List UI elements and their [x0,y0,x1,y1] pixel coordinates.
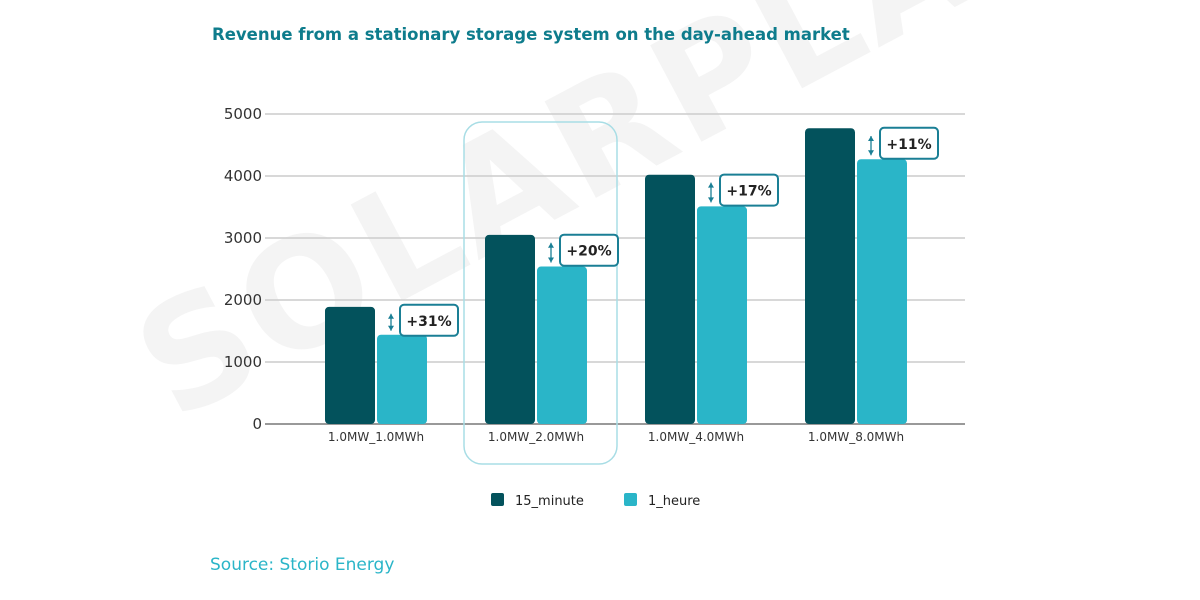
bar-15_minute [485,234,535,424]
y-tick-label: 5000 [224,105,262,123]
annotation-box [719,173,779,207]
legend-swatch [491,493,504,506]
x-tick-label: 1.0MW_8.0MWh [808,430,904,444]
legend-label: 15_minute [515,494,584,509]
annotation-label: +11% [886,137,931,153]
bar-1_heure [537,266,587,424]
arrow-heads [868,136,874,156]
annotation-label: +20% [566,244,611,260]
legend-swatch [624,493,637,506]
annotation-box [879,126,939,160]
x-tick-label: 1.0MW_1.0MWh [328,430,424,444]
y-tick-label: 2000 [224,291,262,309]
highlight-box [463,121,618,465]
chart-title: Revenue from a stationary storage system… [212,25,850,44]
bar-1_heure [377,334,427,424]
arrow-heads [708,182,714,203]
bar-15_minute [645,174,695,424]
y-tick-label: 1000 [224,353,262,371]
bar-15_minute [325,306,375,424]
y-tick-label: 4000 [224,167,262,185]
arrow-heads [388,313,394,331]
bar-1_heure [697,206,747,424]
legend-label: 1_heure [648,494,700,509]
source-note: Source: Storio Energy [210,555,395,575]
annotation-label: +17% [726,184,771,200]
bar-1_heure [857,159,907,424]
annotation-box [559,233,619,267]
y-tick-label: 3000 [224,229,262,247]
x-tick-label: 1.0MW_4.0MWh [648,430,744,444]
x-tick-label: 1.0MW_2.0MWh [488,430,584,444]
bar-15_minute [805,128,855,424]
annotation-label: +31% [406,314,451,330]
arrow-heads [548,242,554,263]
annotation-box [399,303,459,337]
y-tick-label: 0 [252,415,262,433]
